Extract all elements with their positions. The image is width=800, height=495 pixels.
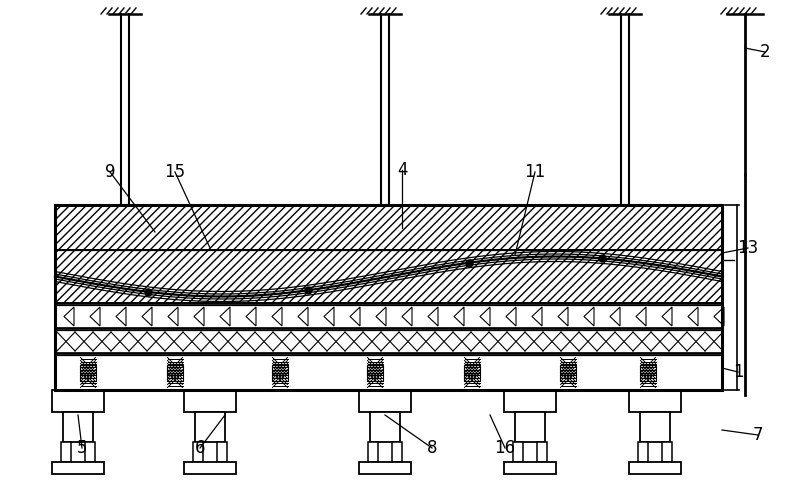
Text: 2: 2 [760,43,770,61]
Polygon shape [558,307,568,326]
Polygon shape [350,307,360,326]
Polygon shape [90,307,100,326]
Polygon shape [714,307,724,326]
Text: 8: 8 [426,439,438,457]
Bar [370,412,400,442]
Polygon shape [584,307,594,326]
Bar [504,462,556,474]
Bar [272,364,288,381]
Bar [217,442,227,462]
Bar [166,364,183,381]
Polygon shape [272,307,282,326]
Bar [55,205,722,390]
Text: 5: 5 [77,439,87,457]
Bar [193,442,203,462]
Polygon shape [532,307,542,326]
Bar [629,462,681,474]
Polygon shape [324,307,334,326]
Bar [504,390,556,412]
Bar [55,355,722,390]
Bar [55,330,722,353]
Bar [515,412,545,442]
Text: 7: 7 [753,426,763,444]
Bar [537,442,547,462]
Polygon shape [168,307,178,326]
Polygon shape [662,307,672,326]
Polygon shape [298,307,308,326]
Bar [55,305,722,328]
Bar [359,390,411,412]
Bar [52,390,104,412]
Polygon shape [610,307,620,326]
Text: 1: 1 [733,363,743,381]
Bar [55,205,722,250]
Bar [184,390,236,412]
Bar [513,442,523,462]
Bar [640,364,656,381]
Bar [55,250,722,303]
Bar [359,462,411,474]
Polygon shape [506,307,516,326]
Polygon shape [142,307,152,326]
Bar [52,462,104,474]
Text: 15: 15 [165,163,186,181]
Bar [195,412,225,442]
Polygon shape [402,307,412,326]
Text: 4: 4 [397,161,407,179]
Bar [640,412,670,442]
Bar [271,364,289,381]
Polygon shape [64,307,74,326]
Text: 6: 6 [194,439,206,457]
Bar [61,442,71,462]
Polygon shape [194,307,204,326]
Text: 11: 11 [524,163,546,181]
Bar [85,442,95,462]
Bar [559,364,577,381]
Bar [80,364,96,381]
Text: 13: 13 [738,239,758,257]
Bar [463,364,481,381]
Bar [79,364,97,381]
Text: 9: 9 [105,163,115,181]
Bar [392,442,402,462]
Bar [639,364,657,381]
Bar [662,442,672,462]
Bar [167,364,183,381]
Bar [638,442,648,462]
Bar [184,462,236,474]
Bar [629,390,681,412]
Bar [366,364,383,381]
Polygon shape [116,307,126,326]
Polygon shape [636,307,646,326]
Polygon shape [246,307,256,326]
Bar [464,364,480,381]
Bar [560,364,576,381]
Polygon shape [480,307,490,326]
Polygon shape [688,307,698,326]
Bar [63,412,93,442]
Polygon shape [454,307,464,326]
Polygon shape [220,307,230,326]
Bar [367,364,383,381]
Polygon shape [376,307,386,326]
Text: 16: 16 [494,439,515,457]
Bar [368,442,378,462]
Polygon shape [428,307,438,326]
